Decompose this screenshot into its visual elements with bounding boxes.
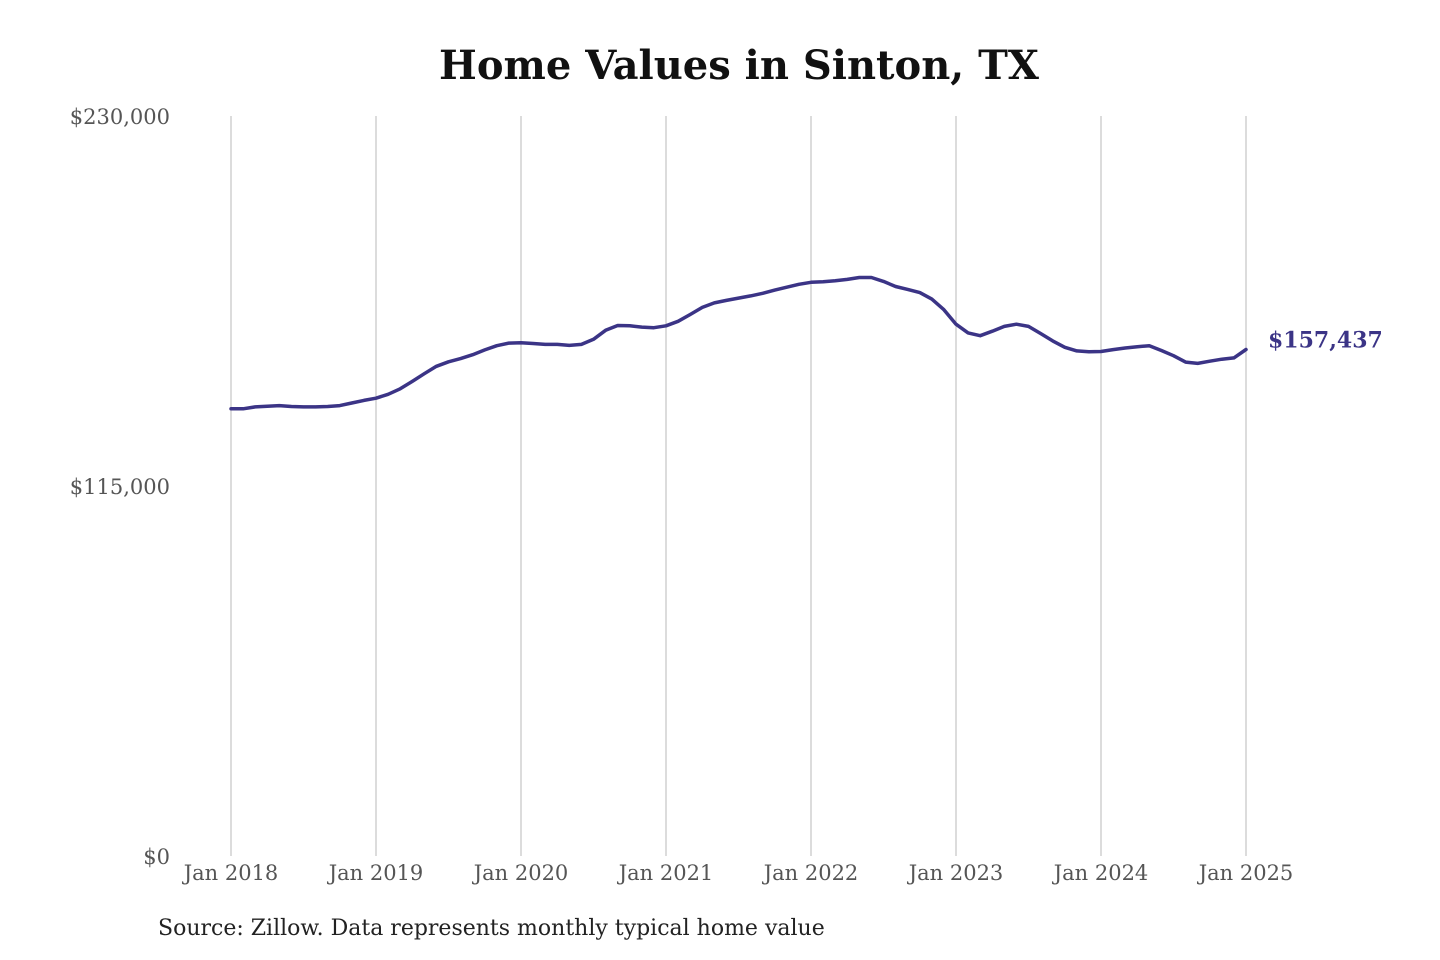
x-tick-label: Jan 2022 (762, 861, 859, 885)
annotation-layer: $157,437 (1268, 327, 1383, 353)
x-tick-label: Jan 2024 (1052, 861, 1149, 885)
chart-title: Home Values in Sinton, TX (439, 42, 1039, 89)
x-tick-label: Jan 2018 (182, 861, 279, 885)
x-tick-label: Jan 2021 (617, 861, 714, 885)
x-tick-label: Jan 2023 (907, 861, 1004, 885)
end-value-label: $157,437 (1268, 327, 1383, 353)
source-note: Source: Zillow. Data represents monthly … (158, 916, 825, 941)
y-tick-label: $230,000 (70, 105, 170, 129)
x-tick-label: Jan 2019 (327, 861, 424, 885)
x-axis-tick-labels: Jan 2018 Jan 2019 Jan 2020 Jan 2021 Jan 2022… (182, 861, 1294, 885)
x-tick-label: Jan 2025 (1197, 861, 1294, 885)
y-tick-label: $115,000 (70, 475, 170, 499)
series-line (229, 275, 1248, 411)
gridlines (230, 116, 1247, 856)
x-tick-label: Jan 2020 (472, 861, 569, 885)
series-layer (229, 275, 1248, 411)
y-axis-tick-labels: $0 $115,000 $230,000 (70, 105, 170, 869)
y-tick-label: $0 (143, 845, 170, 869)
